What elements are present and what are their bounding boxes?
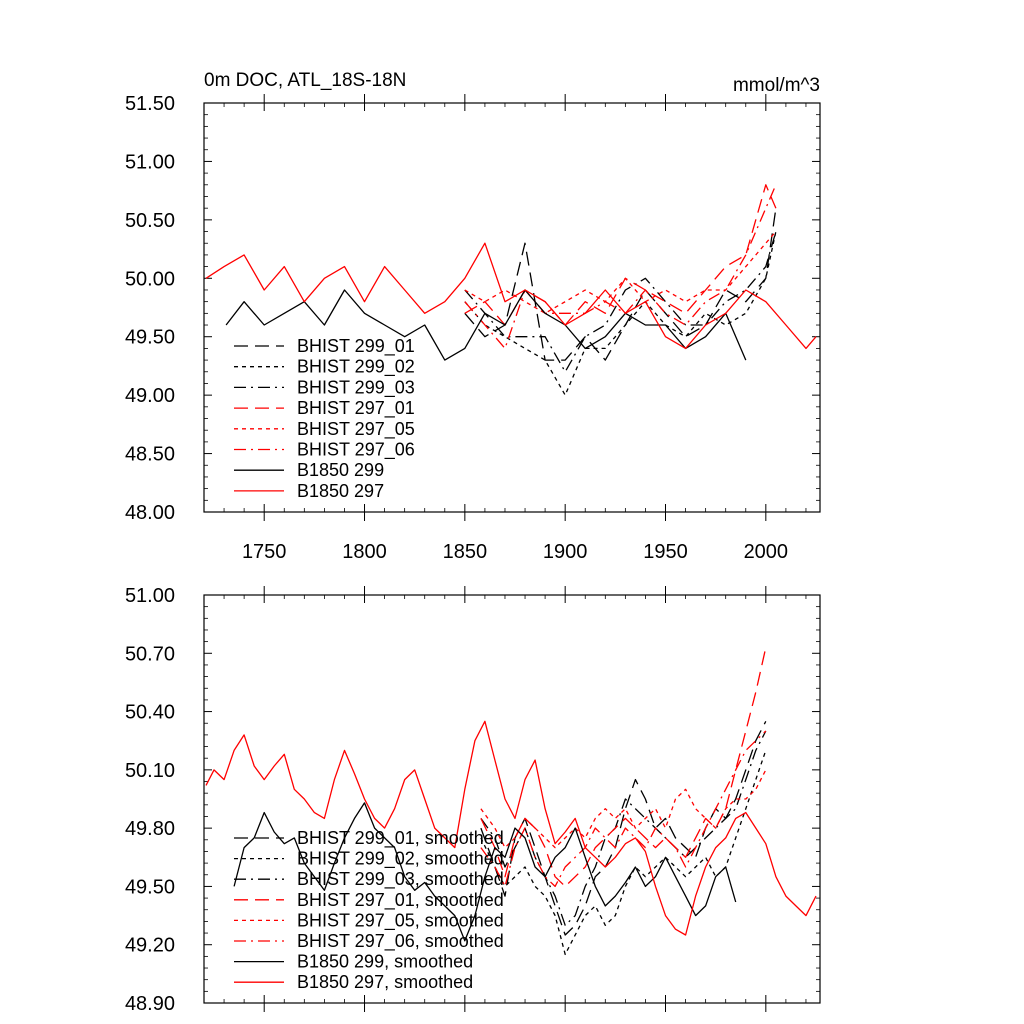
- y-tick-label: 48.50: [125, 444, 175, 466]
- y-tick-label: 49.20: [125, 935, 175, 957]
- plot-frame: [203, 594, 821, 1004]
- legend-label: B1850 299, smoothed: [297, 952, 473, 972]
- legend-label: BHIST 299_01: [297, 336, 415, 357]
- y-tick-label: 49.00: [125, 385, 175, 407]
- y-tick-label: 50.00: [125, 268, 175, 290]
- series-line: [205, 720, 817, 936]
- y-tick-label: 51.50: [125, 93, 175, 115]
- series-line: [480, 730, 767, 888]
- legend-label: B1850 297: [297, 481, 384, 501]
- y-tick-label: 50.70: [125, 643, 175, 665]
- chart-title: 0m DOC, ATL_18S-18N: [204, 70, 406, 91]
- legend-label: BHIST 297_01: [297, 398, 415, 419]
- series-line: [233, 802, 737, 942]
- bottom-panel: 48.90 49.20 49.50 49.80 50.10 50.40 50.70 51.00…: [125, 585, 821, 1015]
- x-tick-label: 1900: [543, 541, 588, 563]
- series-line: [480, 647, 767, 888]
- series-line: [205, 242, 817, 350]
- series-line: [464, 231, 777, 373]
- series-line: [480, 721, 767, 936]
- plot-frame: [203, 102, 821, 513]
- y-tick-label: 51.00: [125, 585, 175, 607]
- top-panel: 48.00 48.50 49.00 49.50 50.00 50.50 51.00 51.50…: [125, 70, 821, 563]
- series-line: [480, 730, 767, 926]
- y-tick-label: 50.10: [125, 760, 175, 782]
- series-line: [464, 231, 777, 396]
- legend-label: BHIST 299_02, smoothed: [297, 849, 504, 870]
- legend-label: B1850 299: [297, 460, 384, 480]
- y-tick-label: 48.00: [125, 502, 175, 524]
- legend-label: BHIST 297_06: [297, 440, 415, 461]
- y-tick-label: 49.50: [125, 876, 175, 898]
- y-tick-label: 50.40: [125, 702, 175, 724]
- x-tick-label: 1850: [443, 541, 488, 563]
- x-tick-label: 1800: [342, 541, 387, 563]
- legend-label: BHIST 299_03: [297, 377, 415, 398]
- series-line: [480, 750, 767, 956]
- x-tick-label: 1750: [242, 541, 287, 563]
- units-label: mmol/m^3: [733, 75, 820, 96]
- legend-label: BHIST 299_01, smoothed: [297, 828, 504, 849]
- legend-label: B1850 297, smoothed: [297, 972, 473, 992]
- series-line: [464, 184, 777, 326]
- legend-label: BHIST 299_03, smoothed: [297, 869, 504, 890]
- series-line: [464, 184, 777, 350]
- series-line: [480, 769, 767, 849]
- legend-label: BHIST 297_05, smoothed: [297, 910, 504, 931]
- x-tick-label: 2000: [744, 541, 789, 563]
- x-tick-label: 1950: [643, 541, 688, 563]
- legend-label: BHIST 297_06, smoothed: [297, 931, 504, 952]
- series-line: [464, 231, 777, 314]
- y-tick-label: 51.00: [125, 151, 175, 173]
- legend-label: BHIST 297_01, smoothed: [297, 890, 504, 911]
- y-tick-label: 49.50: [125, 327, 175, 349]
- y-tick-label: 50.50: [125, 210, 175, 232]
- legend-label: BHIST 297_05: [297, 419, 415, 440]
- y-tick-label: 49.80: [125, 818, 175, 840]
- legend-label: BHIST 299_02: [297, 357, 415, 378]
- y-tick-label: 48.90: [125, 993, 175, 1015]
